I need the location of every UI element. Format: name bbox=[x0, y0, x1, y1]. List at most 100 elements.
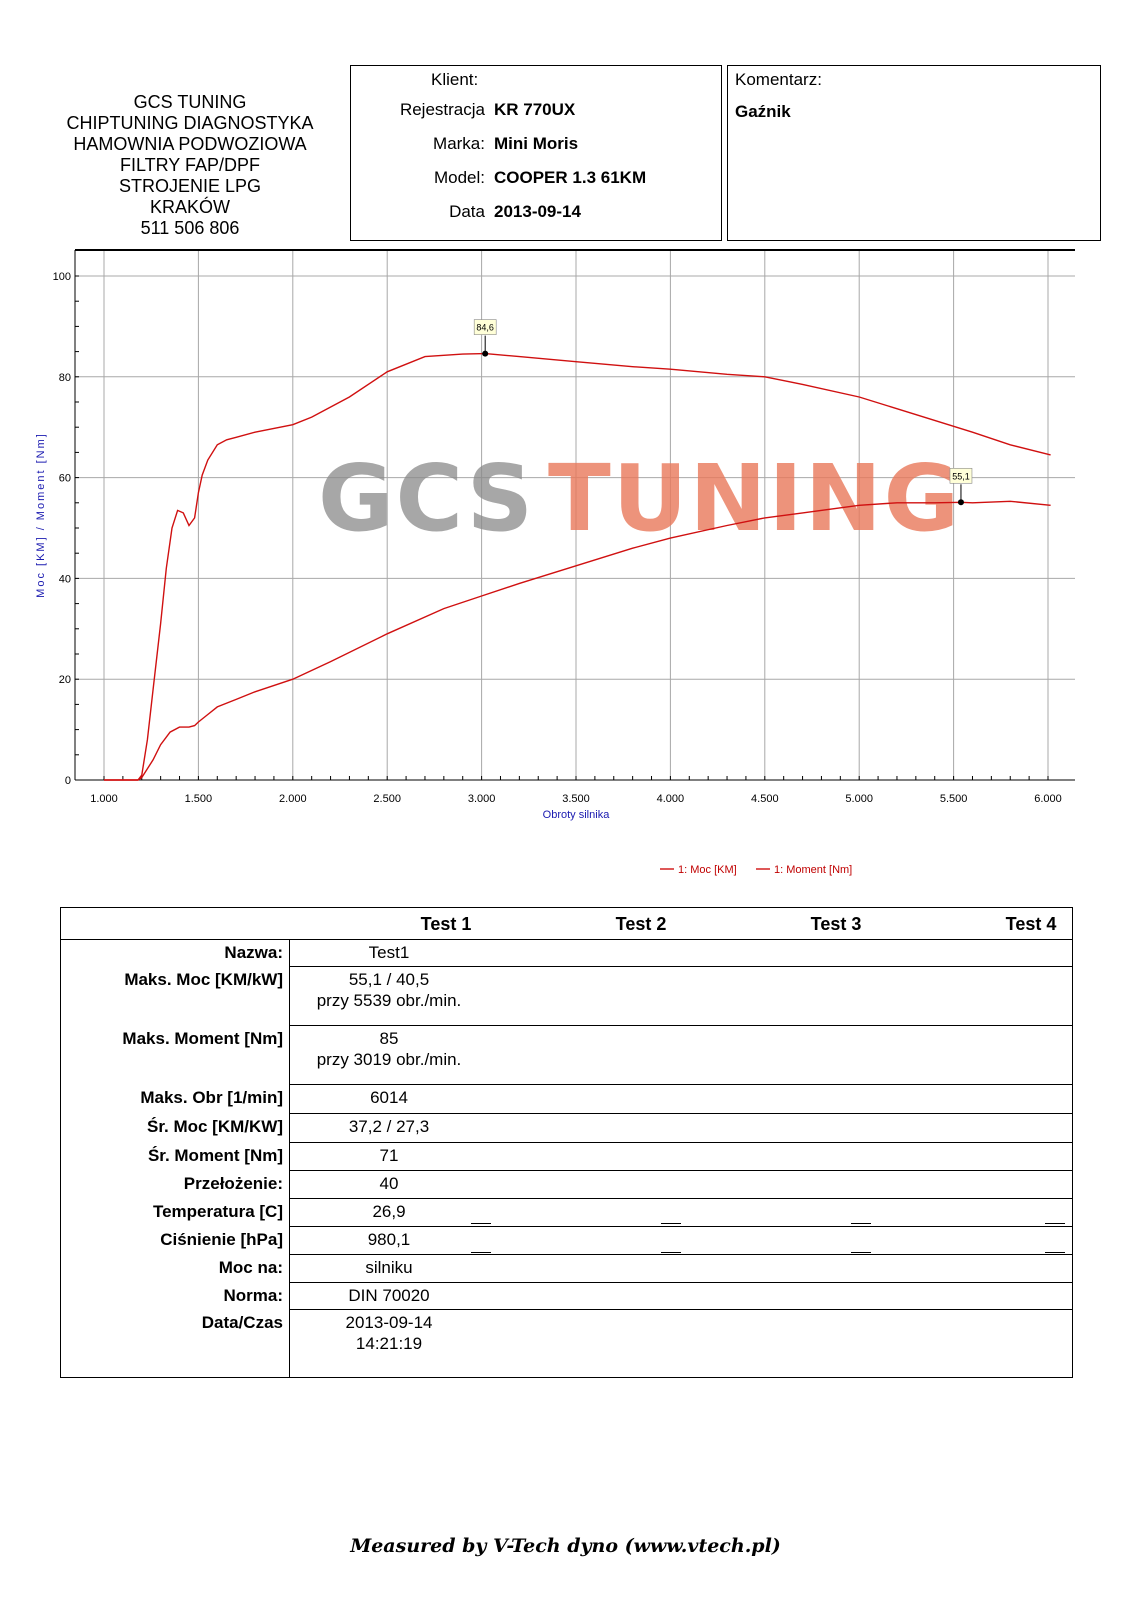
comment-text: Gaźnik bbox=[735, 102, 791, 121]
row-value-line: 14:21:19 bbox=[355, 1334, 423, 1353]
comment-box: Komentarz: Gaźnik bbox=[727, 65, 1101, 241]
client-label: Rejestracja bbox=[399, 100, 485, 119]
row-value-test1: 26,9 bbox=[289, 1201, 489, 1222]
y-tick-label: 0 bbox=[65, 775, 71, 787]
row-value-line: 2013-09-14 bbox=[345, 1313, 433, 1332]
row-divider bbox=[289, 1025, 1072, 1026]
row-value-test1: 40 bbox=[289, 1173, 489, 1194]
y-axis-title: Moc [KM] / Moment [Nm] bbox=[35, 432, 47, 598]
row-divider bbox=[289, 1113, 1072, 1114]
empty-value-dash bbox=[851, 1252, 871, 1253]
footer-credit: Measured by V-Tech dyno (www.vtech.pl) bbox=[350, 1535, 781, 1557]
watermark: GCS TUNING bbox=[318, 445, 961, 552]
x-tick-label: 4.500 bbox=[751, 793, 779, 805]
row-value-test1: 2013-09-14 14:21:19 bbox=[289, 1312, 489, 1354]
empty-value-dash bbox=[1045, 1252, 1065, 1253]
row-value-line: 980,1 bbox=[367, 1230, 411, 1249]
row-divider bbox=[289, 1309, 1072, 1310]
x-tick-label: 3.000 bbox=[468, 793, 496, 805]
empty-value-dash bbox=[851, 1223, 871, 1224]
row-value-line: 26,9 bbox=[372, 1202, 406, 1221]
client-value: KR 770UX bbox=[494, 100, 576, 119]
client-row-model: Model: COOPER 1.3 61KM bbox=[351, 168, 721, 192]
row-label: Maks. Obr [1/min] bbox=[140, 1088, 283, 1107]
client-value: COOPER 1.3 61KM bbox=[494, 168, 647, 187]
chart-axes: 1.000 1.500 2.000 2.500 3.000 3.500 4.000 4.500… bbox=[53, 249, 1075, 805]
chart-series bbox=[104, 352, 1051, 781]
empty-value-dash bbox=[661, 1223, 681, 1224]
row-label: Ciśnienie [hPa] bbox=[160, 1230, 283, 1249]
legend-label: 1: Moc [KM] bbox=[678, 864, 737, 876]
company-line: GCS TUNING bbox=[133, 92, 247, 112]
empty-value-dash bbox=[1045, 1223, 1065, 1224]
x-tick-label: 5.000 bbox=[845, 793, 873, 805]
watermark-text-right: TUNING bbox=[548, 445, 961, 552]
client-label: Marka: bbox=[433, 134, 485, 153]
y-tick-label: 20 bbox=[59, 674, 71, 686]
x-tick-label: 5.500 bbox=[940, 793, 968, 805]
comment-heading: Komentarz: bbox=[735, 70, 822, 89]
y-tick-label: 40 bbox=[59, 573, 71, 585]
results-table: Test 1 Test 2 Test 3 Test 4 Nazwa: Test1 M… bbox=[60, 907, 1073, 1378]
row-value-test1: 71 bbox=[289, 1145, 489, 1166]
chart-legend: 1: Moc [KM] 1: Moment [Nm] bbox=[660, 864, 852, 876]
row-value-test1: 980,1 bbox=[289, 1229, 489, 1250]
row-divider bbox=[289, 1198, 1072, 1199]
row-value-line: DIN 70020 bbox=[348, 1286, 430, 1305]
row-label: Maks. Moc [KM/kW] bbox=[124, 970, 283, 989]
peak-label: 84,6 bbox=[476, 323, 494, 333]
test-column-header: Test 3 bbox=[810, 914, 862, 934]
row-value-test1: 55,1 / 40,5 przy 5539 obr./min. bbox=[289, 969, 489, 1011]
row-label: Przełożenie: bbox=[183, 1174, 283, 1193]
row-value-test1: 85 przy 3019 obr./min. bbox=[289, 1028, 489, 1070]
company-line: HAMOWNIA PODWOZIOWA bbox=[73, 134, 307, 154]
row-value-test1: 37,2 / 27,3 bbox=[289, 1116, 489, 1137]
dyno-chart: GCS TUNING 1.000 1.500 2.000 2.500 3.000 3.50… bbox=[35, 249, 1075, 876]
row-divider bbox=[289, 1170, 1072, 1171]
row-value-line: przy 5539 obr./min. bbox=[316, 991, 462, 1010]
row-label: Temperatura [C] bbox=[152, 1202, 283, 1221]
client-value: 2013-09-14 bbox=[494, 202, 581, 221]
client-row-date: Data 2013-09-14 bbox=[351, 202, 721, 226]
row-value-line: 85 bbox=[379, 1029, 399, 1048]
row-value-line: 71 bbox=[379, 1146, 399, 1165]
company-line: CHIPTUNING DIAGNOSTYKA bbox=[66, 113, 314, 133]
row-divider bbox=[289, 966, 1072, 967]
client-row-make: Marka: Mini Moris bbox=[351, 134, 721, 158]
client-label: Data bbox=[449, 202, 485, 221]
row-divider bbox=[289, 1282, 1072, 1283]
series-line-1 bbox=[104, 352, 1051, 781]
x-tick-label: 6.000 bbox=[1034, 793, 1062, 805]
company-info: GCS TUNING CHIPTUNING DIAGNOSTYKA HAMOWN… bbox=[40, 92, 340, 239]
x-axis-title: Obroty silnika bbox=[543, 809, 611, 821]
company-line: KRAKÓW bbox=[149, 197, 230, 217]
empty-value-dash bbox=[471, 1252, 491, 1253]
row-label: Śr. Moment [Nm] bbox=[147, 1146, 283, 1165]
x-tick-label: 1.000 bbox=[90, 793, 118, 805]
row-value-line: Test1 bbox=[368, 943, 410, 962]
row-value-test1: 6014 bbox=[289, 1087, 489, 1108]
row-label: Śr. Moc [KM/KW] bbox=[147, 1117, 283, 1136]
row-divider bbox=[289, 1084, 1072, 1085]
row-label: Nazwa: bbox=[224, 943, 283, 962]
test-column-header: Test 2 bbox=[615, 914, 667, 934]
client-heading: Klient: bbox=[431, 70, 479, 89]
row-value-line: 55,1 / 40,5 bbox=[348, 970, 430, 989]
header-divider bbox=[61, 939, 1072, 940]
client-value: Mini Moris bbox=[494, 134, 579, 153]
row-value-line: 40 bbox=[379, 1174, 399, 1193]
peak-label-box bbox=[949, 467, 973, 484]
x-tick-label: 3.500 bbox=[562, 793, 590, 805]
row-label: Data/Czas bbox=[201, 1313, 283, 1332]
peak-label-box bbox=[473, 319, 497, 335]
chart-annotations: 84,6 55,1 bbox=[473, 319, 973, 506]
series-line-0 bbox=[104, 500, 1051, 781]
row-value-test1: silniku bbox=[289, 1257, 489, 1278]
row-value-line: 6014 bbox=[370, 1088, 408, 1107]
row-divider bbox=[289, 1142, 1072, 1143]
row-divider bbox=[289, 1254, 1072, 1255]
row-value-line: silniku bbox=[365, 1258, 413, 1277]
x-tick-label: 2.500 bbox=[373, 793, 401, 805]
company-line: 511 506 806 bbox=[140, 218, 240, 238]
company-line: FILTRY FAP/DPF bbox=[119, 155, 261, 175]
